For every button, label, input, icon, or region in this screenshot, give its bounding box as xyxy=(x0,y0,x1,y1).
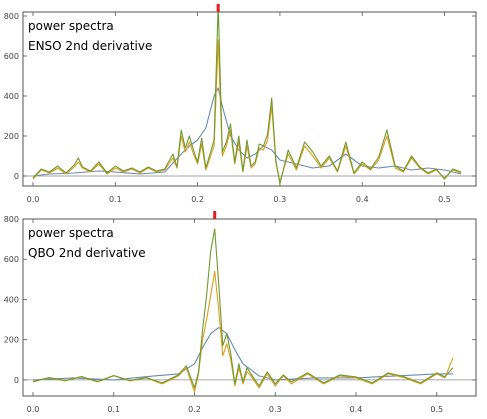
y-tick-label: 0 xyxy=(14,172,19,181)
y-tick-label: 200 xyxy=(4,336,19,345)
x-tick-label: 0.0 xyxy=(27,195,40,204)
x-tick-label: 0.5 xyxy=(430,405,443,414)
series-line-2 xyxy=(32,3,462,185)
series-line-0 xyxy=(32,87,462,177)
chart-annotation: QBO 2nd derivative xyxy=(28,246,146,260)
x-tick-label: 0.5 xyxy=(438,195,451,204)
chart-annotation: power spectra xyxy=(28,226,114,240)
y-tick-label: 400 xyxy=(4,295,19,304)
chart-panel-enso: 0 200 400 600 800 0.0 0.1 0.2 0.3 0.4 0.5 power spe… xyxy=(4,3,477,204)
x-tick-label: 0.4 xyxy=(350,405,363,414)
chart-panel-qbo: 0 200 400 600 800 0.0 0.1 0.2 0.3 0.4 0.5 power spe… xyxy=(4,211,477,414)
x-tick-label: 0.0 xyxy=(27,405,40,414)
x-tick-label: 0.2 xyxy=(188,405,201,414)
x-tick-label: 0.4 xyxy=(356,195,369,204)
x-tick-label: 0.1 xyxy=(109,195,122,204)
y-tick-label: 600 xyxy=(4,52,19,61)
chart-annotation: ENSO 2nd derivative xyxy=(28,39,152,53)
y-tick-label: 800 xyxy=(4,12,19,21)
x-tick-label: 0.2 xyxy=(191,195,204,204)
y-tick-label: 0 xyxy=(14,376,19,385)
series-line-1 xyxy=(32,39,462,183)
x-tick-label: 0.3 xyxy=(274,195,287,204)
y-tick-label: 200 xyxy=(4,132,19,141)
plot-frame xyxy=(22,218,477,397)
y-tick-label: 800 xyxy=(4,215,19,224)
x-tick-label: 0.1 xyxy=(107,405,120,414)
x-tick-label: 0.3 xyxy=(269,405,282,414)
y-tick-label: 600 xyxy=(4,255,19,264)
chart-annotation: power spectra xyxy=(28,19,114,33)
y-tick-label: 400 xyxy=(4,92,19,101)
series-line-2 xyxy=(32,228,454,389)
